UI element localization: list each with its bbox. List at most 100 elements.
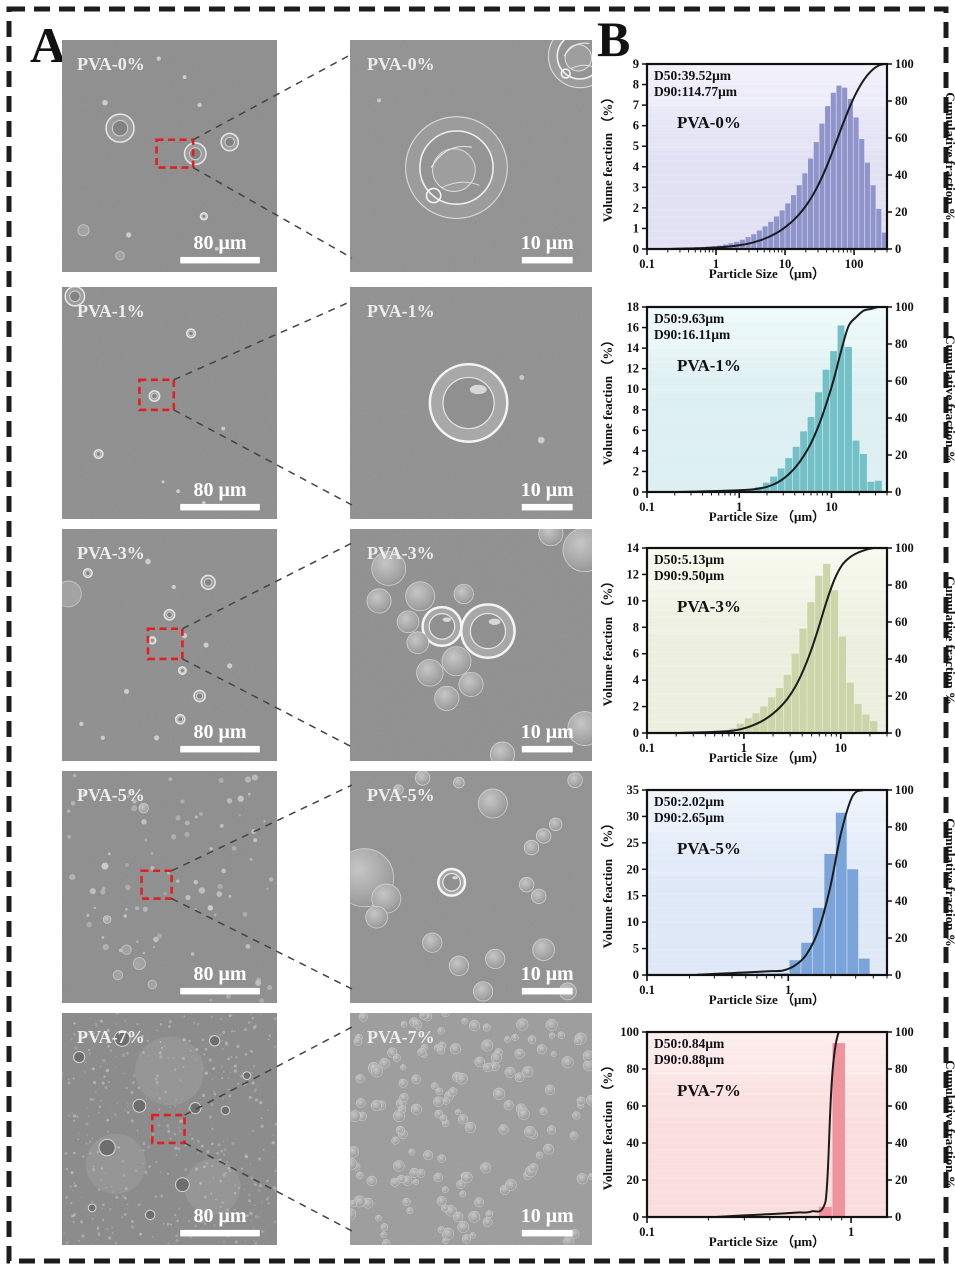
svg-text:80: 80 xyxy=(895,337,908,351)
svg-text:8: 8 xyxy=(633,403,639,417)
svg-text:2: 2 xyxy=(633,464,639,478)
svg-text:12: 12 xyxy=(627,362,640,376)
chart-PVA-3%: 0 2 4 6 8 10 12 14 0 20 40 60 80 100 0.1 1 10 D50:5.13μm D… xyxy=(600,524,955,767)
svg-text:0.1: 0.1 xyxy=(639,983,655,997)
svg-text:10: 10 xyxy=(779,257,792,271)
svg-text:0.1: 0.1 xyxy=(639,741,655,755)
svg-text:7: 7 xyxy=(633,98,639,112)
sem-detail-PVA-1%: PVA-1% 10 μm xyxy=(350,287,592,524)
svg-text:0: 0 xyxy=(633,1210,639,1224)
sem-detail-img-PVA-1%: PVA-1% 10 μm xyxy=(350,287,592,519)
chart-series-label: PVA-7% xyxy=(677,1081,741,1100)
chart-series-label: PVA-0% xyxy=(677,113,741,132)
svg-text:14: 14 xyxy=(627,541,640,555)
svg-text:40: 40 xyxy=(895,168,908,182)
sem-overview-PVA-0%: PVA-0% 80 μm xyxy=(62,40,277,277)
sem-detail-img-PVA-5%: PVA-5% 10 μm xyxy=(335,770,592,1003)
roi-box xyxy=(140,869,173,900)
y2-axis-label: Cumulative fraction % xyxy=(943,92,955,221)
sem-overview-PVA-1%: PVA-1% 80 μm xyxy=(62,285,277,524)
svg-text:100: 100 xyxy=(895,57,914,71)
svg-text:0: 0 xyxy=(633,968,639,982)
sem-overview-img-PVA-5%: PVA-5% 80 μm xyxy=(62,771,277,1003)
scale-bar-label: 10 μm xyxy=(521,1205,574,1227)
y2-axis-label: Cumulative fraction % xyxy=(943,576,955,705)
chart-PVA-1%: 0 2 4 6 8 10 12 14 16 18 0 20 40 60 80 100 0.1 1 10 D50:9.6… xyxy=(600,283,955,526)
sem-detail-img-PVA-3%: PVA-3% 10 μm xyxy=(350,521,607,767)
scale-bar-label: 80 μm xyxy=(194,721,247,743)
svg-text:0: 0 xyxy=(633,242,639,256)
svg-text:20: 20 xyxy=(895,689,908,703)
svg-text:25: 25 xyxy=(627,836,640,850)
sem-overview-img-PVA-1%: PVA-1% 80 μm xyxy=(62,285,277,519)
sem-label: PVA-7% xyxy=(77,1027,145,1047)
chart-svg-PVA-7%: 0 20 40 60 80 100 0 20 40 60 80 100 0.1 1 D50:0.84μmD9… xyxy=(600,1025,955,1249)
d90-annotation: D90:0.88μm xyxy=(654,1052,725,1067)
scale-bar xyxy=(180,503,260,511)
chart-series-label: PVA-1% xyxy=(677,356,741,375)
svg-text:4: 4 xyxy=(633,444,640,458)
scale-bar-label: 80 μm xyxy=(194,479,247,501)
scale-bar-label: 10 μm xyxy=(521,479,574,501)
sem-overview-PVA-5%: PVA-5% 80 μm xyxy=(62,771,277,1008)
sem-label: PVA-5% xyxy=(77,785,145,805)
svg-text:60: 60 xyxy=(895,131,908,145)
svg-text:4: 4 xyxy=(633,673,640,687)
chart-svg-PVA-5%: 0 5 10 15 20 25 30 35 0 20 40 60 80 100 0.1 1 D50:2.02μm… xyxy=(600,783,955,1007)
svg-text:3: 3 xyxy=(633,180,639,194)
d50-annotation: D50:9.63μm xyxy=(654,311,725,326)
svg-text:15: 15 xyxy=(627,889,640,903)
svg-text:8: 8 xyxy=(633,78,639,92)
x-axis-label: Particle Size （μm） xyxy=(709,1234,825,1249)
svg-text:2: 2 xyxy=(633,201,639,215)
svg-text:1: 1 xyxy=(633,221,639,235)
svg-text:0: 0 xyxy=(633,485,639,499)
panel-b-label: B xyxy=(597,11,631,67)
svg-text:0.1: 0.1 xyxy=(639,257,655,271)
scale-bar xyxy=(180,1229,260,1237)
sem-detail-PVA-0%: PVA-0% 10 μm xyxy=(350,24,612,277)
svg-text:40: 40 xyxy=(627,1136,640,1150)
sem-detail-img-PVA-7%: PVA-7% 10 μm xyxy=(344,1008,597,1248)
svg-text:30: 30 xyxy=(627,809,640,823)
sem-detail-img-PVA-0%: PVA-0% 10 μm xyxy=(350,24,612,272)
d50-annotation: D50:39.52μm xyxy=(654,68,732,83)
svg-text:4: 4 xyxy=(633,160,640,174)
svg-text:60: 60 xyxy=(895,374,908,388)
svg-text:80: 80 xyxy=(895,1062,908,1076)
svg-text:0: 0 xyxy=(633,726,639,740)
y2-axis-label: Cumulative fraction % xyxy=(943,335,955,464)
scale-bar xyxy=(180,256,260,264)
cumulative-curve xyxy=(715,1031,887,1218)
svg-text:100: 100 xyxy=(895,1025,914,1039)
svg-text:80: 80 xyxy=(895,94,908,108)
sem-detail-PVA-5%: PVA-5% 10 μm xyxy=(335,770,592,1008)
scale-bar xyxy=(180,745,260,753)
sem-overview-PVA-7%: PVA-7% 80 μm xyxy=(61,1011,278,1250)
svg-text:20: 20 xyxy=(895,448,908,462)
svg-text:5: 5 xyxy=(633,139,639,153)
x-axis-label: Particle Size （μm） xyxy=(709,509,825,524)
chart-svg-PVA-0%: 0 1 2 3 4 5 6 7 8 9 0 20 40 60 80 100 0.1 1 10 100 D50:39.52… xyxy=(600,57,955,281)
y-axis-label: Volume feaction （%） xyxy=(600,334,615,466)
x-axis-label: Particle Size （μm） xyxy=(709,266,825,281)
d90-annotation: D90:2.65μm xyxy=(654,810,725,825)
svg-text:6: 6 xyxy=(633,119,639,133)
chart-svg-PVA-3%: 0 2 4 6 8 10 12 14 0 20 40 60 80 100 0.1 1 10 D50:5.13μmD… xyxy=(600,541,955,765)
scale-bar xyxy=(521,256,573,264)
svg-text:0: 0 xyxy=(895,485,901,499)
svg-text:20: 20 xyxy=(895,205,908,219)
svg-text:1: 1 xyxy=(848,1225,854,1239)
chart-series-label: PVA-3% xyxy=(677,597,741,616)
scale-bar xyxy=(521,745,573,753)
sem-overview-img-PVA-7%: PVA-7% 80 μm xyxy=(61,1011,278,1246)
svg-text:100: 100 xyxy=(895,300,914,314)
y-axis-label: Volume feaction （%） xyxy=(600,1059,615,1191)
svg-text:40: 40 xyxy=(895,411,908,425)
y-axis-label: Volume feaction （%） xyxy=(600,91,615,223)
d90-annotation: D90:114.77μm xyxy=(654,84,738,99)
svg-text:12: 12 xyxy=(627,567,640,581)
scale-bar-label: 80 μm xyxy=(194,232,247,254)
chart-PVA-7%: 0 20 40 60 80 100 0 20 40 60 80 100 0.1 1 D50:0.84μm D9… xyxy=(600,1008,955,1251)
